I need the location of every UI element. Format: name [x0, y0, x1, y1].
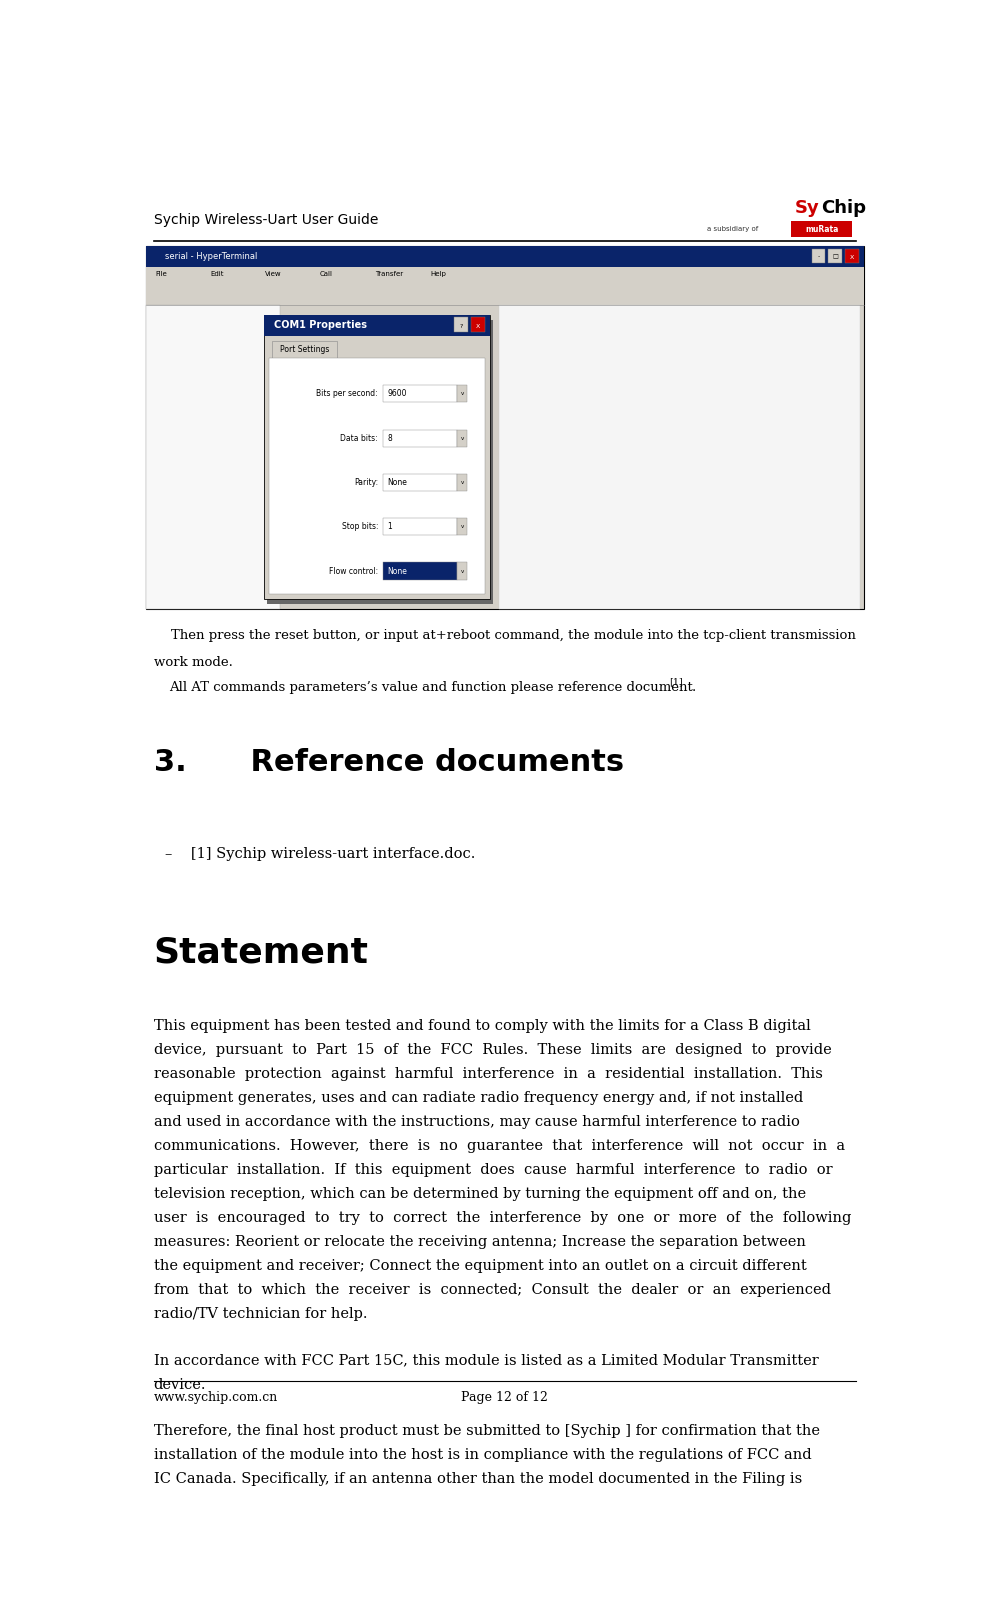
FancyBboxPatch shape: [382, 430, 457, 446]
Text: and used in accordance with the instructions, may cause harmful interference to : and used in accordance with the instruct…: [154, 1116, 800, 1129]
Text: v: v: [461, 392, 464, 397]
Text: v: v: [461, 435, 464, 441]
Text: Bits per second:: Bits per second:: [316, 389, 378, 398]
Text: Transfer: Transfer: [375, 270, 403, 277]
Text: television reception, which can be determined by turning the equipment off and o: television reception, which can be deter…: [154, 1188, 806, 1201]
FancyBboxPatch shape: [382, 473, 457, 491]
Text: Statement: Statement: [154, 935, 368, 969]
Text: www.sychip.com.cn: www.sychip.com.cn: [154, 1391, 278, 1404]
FancyBboxPatch shape: [146, 246, 864, 267]
FancyBboxPatch shape: [382, 563, 457, 580]
FancyBboxPatch shape: [382, 518, 457, 536]
Text: work mode.: work mode.: [154, 656, 232, 668]
Text: ?: ?: [460, 323, 463, 328]
Text: equipment generates, uses and can radiate radio frequency energy and, if not ins: equipment generates, uses and can radiat…: [154, 1091, 803, 1105]
Text: COM1 Properties: COM1 Properties: [274, 320, 366, 331]
FancyBboxPatch shape: [146, 280, 864, 305]
Text: None: None: [387, 478, 407, 488]
FancyBboxPatch shape: [457, 563, 468, 580]
Text: v: v: [461, 480, 464, 484]
Text: communications.  However,  there  is  no  guarantee  that  interference  will  n: communications. However, there is no gua…: [154, 1140, 845, 1153]
Text: reasonable  protection  against  harmful  interference  in  a  residential  inst: reasonable protection against harmful in…: [154, 1067, 822, 1081]
Text: 8: 8: [387, 433, 392, 443]
Text: File: File: [156, 270, 166, 277]
Text: particular  installation.  If  this  equipment  does  cause  harmful  interferen: particular installation. If this equipme…: [154, 1164, 832, 1177]
Text: radio/TV technician for help.: radio/TV technician for help.: [154, 1308, 367, 1321]
FancyBboxPatch shape: [828, 248, 842, 264]
FancyBboxPatch shape: [471, 318, 485, 333]
Text: –    [1] Sychip wireless-uart interface.doc.: – [1] Sychip wireless-uart interface.doc…: [165, 847, 476, 860]
FancyBboxPatch shape: [457, 430, 468, 446]
FancyBboxPatch shape: [454, 318, 468, 333]
FancyBboxPatch shape: [382, 385, 457, 403]
Text: 1: 1: [387, 523, 392, 531]
Text: the equipment and receiver; Connect the equipment into an outlet on a circuit di: the equipment and receiver; Connect the …: [154, 1260, 807, 1273]
Text: from  that  to  which  the  receiver  is  connected;  Consult  the  dealer  or  : from that to which the receiver is conne…: [154, 1284, 830, 1297]
Text: Therefore, the final host product must be submitted to [Sychip ] for confirmatio: Therefore, the final host product must b…: [154, 1423, 820, 1438]
Text: 9600: 9600: [387, 389, 407, 398]
Text: □: □: [832, 254, 838, 259]
Text: Help: Help: [430, 270, 446, 277]
Text: IC Canada. Specifically, if an antenna other than the model documented in the Fi: IC Canada. Specifically, if an antenna o…: [154, 1471, 802, 1485]
Text: Sychip Wireless-Uart User Guide: Sychip Wireless-Uart User Guide: [154, 213, 378, 227]
FancyBboxPatch shape: [264, 315, 490, 336]
Text: Parity:: Parity:: [354, 478, 378, 488]
FancyBboxPatch shape: [146, 267, 864, 280]
Text: In accordance with FCC Part 15C, this module is listed as a Limited Modular Tran: In accordance with FCC Part 15C, this mo…: [154, 1353, 819, 1367]
FancyBboxPatch shape: [146, 305, 280, 609]
Text: This equipment has been tested and found to comply with the limits for a Class B: This equipment has been tested and found…: [154, 1019, 811, 1033]
Text: Port Settings: Port Settings: [280, 345, 329, 353]
Text: View: View: [265, 270, 282, 277]
FancyBboxPatch shape: [269, 358, 485, 595]
Text: device.: device.: [154, 1378, 206, 1391]
Text: Page 12 of 12: Page 12 of 12: [461, 1391, 549, 1404]
FancyBboxPatch shape: [146, 246, 864, 609]
Text: a subsidiary of: a subsidiary of: [707, 225, 758, 232]
Text: Chip: Chip: [821, 200, 867, 217]
FancyBboxPatch shape: [812, 248, 825, 264]
Text: v: v: [461, 569, 464, 574]
Text: Call: Call: [320, 270, 333, 277]
Text: installation of the module into the host is in compliance with the regulations o: installation of the module into the host…: [154, 1447, 812, 1461]
FancyBboxPatch shape: [791, 221, 852, 237]
Text: muRata: muRata: [805, 225, 838, 233]
Text: user  is  encouraged  to  try  to  correct  the  interference  by  one  or  more: user is encouraged to try to correct the…: [154, 1212, 851, 1225]
Text: [1]: [1]: [669, 676, 683, 686]
FancyBboxPatch shape: [267, 320, 492, 604]
Text: device,  pursuant  to  Part  15  of  the  FCC  Rules.  These  limits  are  desig: device, pursuant to Part 15 of the FCC R…: [154, 1043, 831, 1057]
FancyBboxPatch shape: [457, 385, 468, 403]
FancyBboxPatch shape: [457, 473, 468, 491]
Text: X: X: [850, 254, 854, 259]
FancyBboxPatch shape: [272, 341, 337, 358]
Text: v: v: [461, 524, 464, 529]
Text: 3.      Reference documents: 3. Reference documents: [154, 748, 624, 777]
FancyBboxPatch shape: [264, 315, 490, 600]
Text: Flow control:: Flow control:: [329, 566, 378, 576]
Text: .: .: [691, 681, 696, 694]
Text: None: None: [387, 566, 407, 576]
FancyBboxPatch shape: [845, 248, 859, 264]
FancyBboxPatch shape: [457, 518, 468, 536]
Text: measures: Reorient or relocate the receiving antenna; Increase the separation be: measures: Reorient or relocate the recei…: [154, 1236, 806, 1249]
Text: Then press the reset button, or input at+reboot command, the module into the tcp: Then press the reset button, or input at…: [154, 628, 856, 641]
Text: X: X: [476, 323, 481, 328]
Text: serial - HyperTerminal: serial - HyperTerminal: [165, 253, 257, 261]
FancyBboxPatch shape: [498, 305, 860, 609]
Text: Edit: Edit: [210, 270, 224, 277]
Text: Data bits:: Data bits:: [341, 433, 378, 443]
Text: Stop bits:: Stop bits:: [342, 523, 378, 531]
Text: Sy: Sy: [795, 200, 820, 217]
Text: -: -: [818, 254, 820, 259]
Text: All AT commands parameters’s value and function please reference document: All AT commands parameters’s value and f…: [169, 681, 692, 694]
